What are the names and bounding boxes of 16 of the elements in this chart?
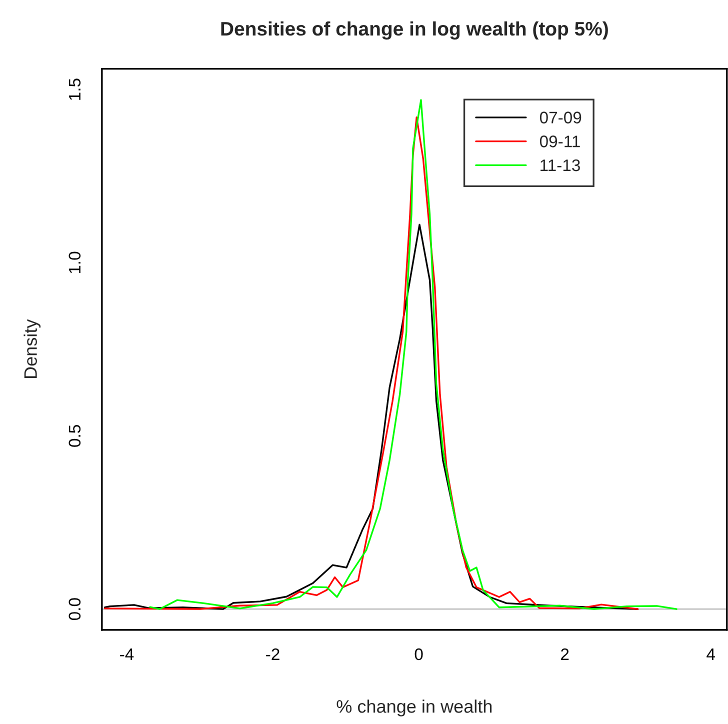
x-tick-label: 2	[561, 648, 569, 660]
legend-label: 09-11	[540, 136, 580, 148]
y-tick-label: 0.5	[68, 425, 81, 447]
y-tick-label: 1.5	[68, 78, 81, 100]
legend-label: 07-09	[540, 112, 582, 124]
y-tick-label: 0.0	[68, 598, 81, 620]
x-tick-label: 0	[414, 648, 423, 660]
x-tick-label: -2	[266, 648, 280, 660]
legend-label: 11-13	[540, 159, 580, 172]
x-tick-label: -4	[120, 648, 134, 660]
y-tick-label: 1.0	[68, 252, 81, 274]
chart-title: Densities of change in log wealth (top 5%)	[221, 21, 608, 40]
x-tick-label: 4	[706, 648, 715, 660]
line-series	[149, 99, 678, 610]
y-axis-title: Density	[24, 319, 41, 378]
x-axis-title: % change in wealth	[336, 700, 492, 716]
